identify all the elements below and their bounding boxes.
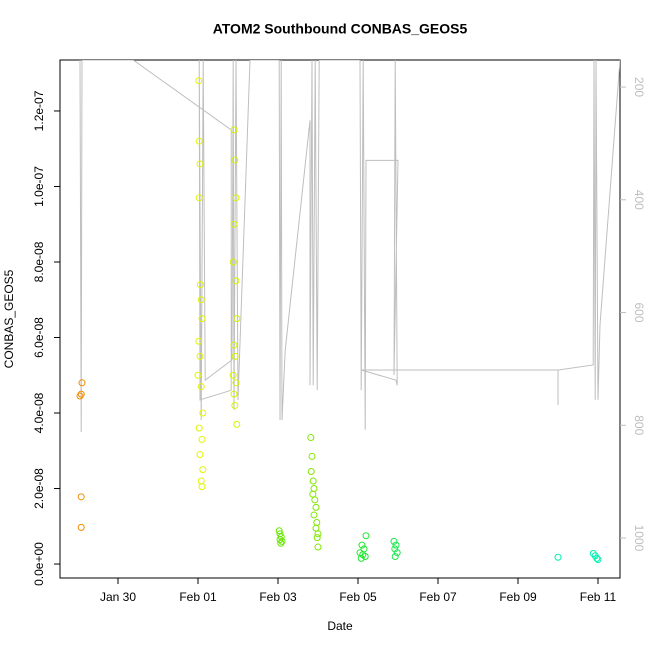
data-point: [313, 519, 321, 526]
data-point: [198, 483, 206, 491]
data-point: [232, 194, 240, 202]
data-point: [230, 220, 238, 228]
y-tick-label: 1.2e-07: [32, 90, 46, 131]
data-point: [196, 281, 204, 289]
data-point: [231, 156, 239, 164]
y2-tick-label: 800: [632, 415, 646, 435]
data-point: [197, 296, 205, 304]
data-point: [314, 530, 322, 538]
x-tick-label: Jan 30: [100, 590, 136, 604]
data-point: [195, 77, 203, 85]
data-point: [593, 554, 601, 562]
data-point: [276, 535, 284, 543]
data-point: [197, 383, 205, 391]
data-point: [277, 539, 285, 547]
data-point: [194, 371, 202, 379]
data-point: [310, 485, 318, 493]
data-point: [231, 401, 239, 409]
y-axis-label: CONBAS_GEOS5: [2, 269, 16, 368]
data-point: [77, 523, 85, 531]
data-point: [195, 137, 203, 145]
data-point: [307, 468, 315, 476]
y-tick-label: 4.0e-08: [32, 392, 46, 433]
plot-frame: [59, 59, 621, 579]
x-tick-label: Feb 09: [499, 590, 537, 604]
data-point: [230, 126, 238, 134]
chart-title: ATOM2 Southbound CONBAS_GEOS5: [213, 21, 468, 37]
y2-tick-label: 400: [632, 190, 646, 210]
data-point: [390, 537, 398, 545]
data-point: [230, 341, 238, 349]
data-point: [392, 541, 400, 549]
data-point: [362, 532, 370, 540]
data-point: [198, 435, 206, 443]
y2-tick-label: 200: [632, 77, 646, 97]
data-point: [308, 452, 316, 460]
x-tick-label: Feb 07: [419, 590, 457, 604]
data-point: [314, 543, 322, 551]
data-point: [197, 477, 205, 485]
x-tick-label: Feb 03: [259, 590, 297, 604]
y2-tick-label: 1000: [632, 525, 646, 552]
data-point: [307, 434, 315, 442]
data-point: [199, 466, 207, 474]
x-tick-label: Feb 11: [580, 590, 617, 604]
data-point: [233, 420, 241, 428]
data-point: [313, 534, 321, 542]
x-tick-label: Feb 05: [339, 590, 377, 604]
data-point: [195, 337, 203, 345]
y-tick-label: 1.0e-07: [32, 166, 46, 207]
data-point: [77, 390, 85, 398]
data-point: [309, 477, 317, 485]
data-point: [393, 549, 401, 557]
data-point: [196, 352, 204, 360]
data-point: [78, 379, 86, 387]
data-point: [278, 537, 286, 545]
y2-tick-label: 600: [632, 303, 646, 323]
data-point: [76, 392, 84, 400]
data-point: [594, 556, 602, 563]
plot-area: [76, 60, 620, 563]
data-point: [77, 493, 85, 501]
x-axis-label: Date: [327, 619, 353, 633]
y-tick-label: 2.0e-08: [32, 468, 46, 509]
data-point: [361, 552, 369, 560]
data-point: [198, 315, 206, 323]
data-point: [357, 554, 365, 562]
data-point: [230, 390, 238, 398]
data-point: [233, 315, 241, 323]
data-point: [310, 511, 318, 519]
data-point: [554, 553, 562, 561]
y-tick-label: 8.0e-08: [32, 241, 46, 282]
data-point: [309, 490, 317, 498]
data-point: [195, 194, 203, 202]
x-tick-label: Feb 01: [179, 590, 217, 604]
data-point: [232, 379, 240, 387]
data-point: [231, 352, 239, 360]
data-point: [312, 524, 320, 532]
data-point: [275, 527, 283, 535]
y-tick-label: 0.0e+00: [32, 542, 46, 586]
data-point: [229, 258, 237, 266]
data-point: [589, 549, 597, 557]
data-point: [358, 541, 366, 549]
data-point: [391, 545, 399, 553]
data-point: [391, 552, 399, 560]
y-tick-label: 6.0e-08: [32, 317, 46, 358]
data-point: [232, 277, 240, 285]
data-point: [195, 424, 203, 432]
data-point: [311, 496, 319, 504]
pressure-line: [79, 60, 620, 433]
data-point: [199, 409, 207, 417]
data-point: [312, 503, 320, 511]
data-point: [229, 371, 237, 379]
data-point: [196, 160, 204, 168]
data-point: [196, 451, 204, 459]
